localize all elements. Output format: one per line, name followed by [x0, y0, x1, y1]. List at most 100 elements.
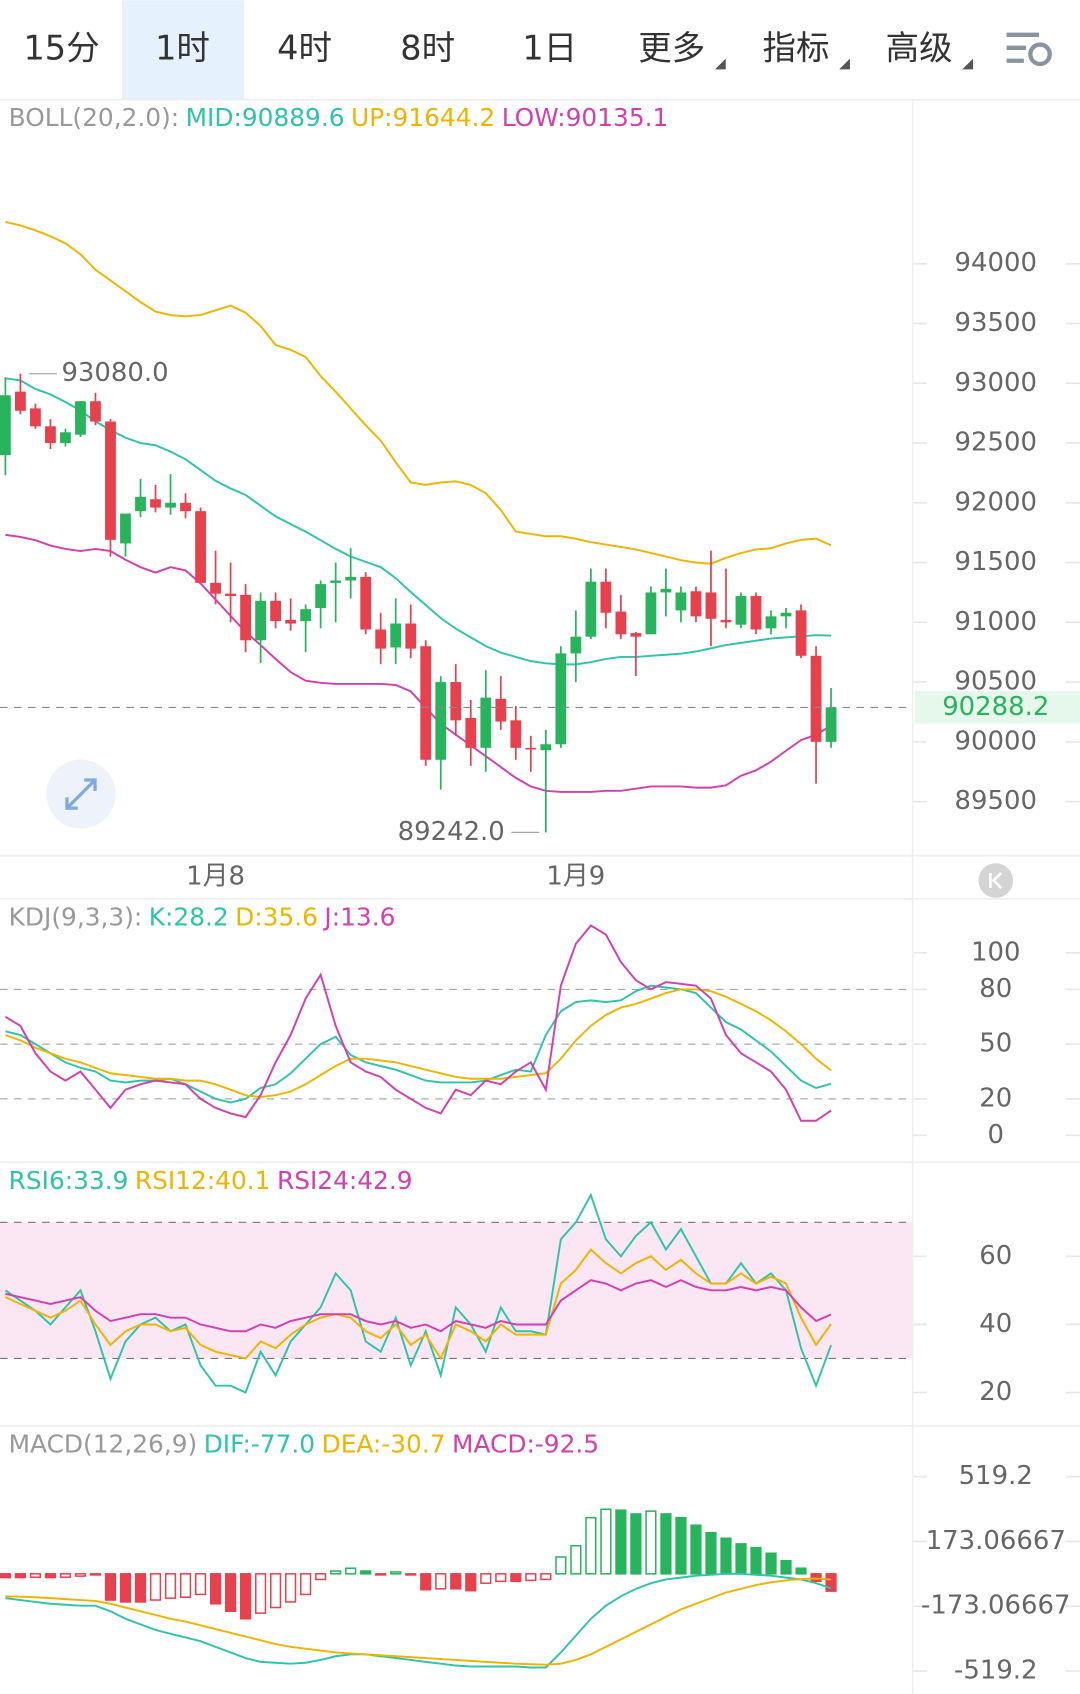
legend: MACD(12,26,9) DIF:-77.0 DEA:-30.7 MACD:-92.…	[9, 1429, 599, 1458]
macd-bar	[164, 1573, 177, 1599]
candle-body	[180, 502, 191, 512]
extreme-label: 93080.0	[61, 358, 168, 388]
tab-bar: 15分 1时 4时 8时 1日 更多 指标 高级	[24, 28, 953, 67]
candle-body	[630, 633, 642, 637]
macd-bar	[405, 1573, 417, 1576]
macd-bar	[675, 1516, 687, 1575]
macd-bar	[600, 1508, 612, 1575]
tab[interactable]: 更多	[638, 28, 705, 67]
macd-bar	[480, 1573, 492, 1584]
candle-body	[300, 609, 312, 622]
candle-body	[435, 682, 447, 760]
indicator-label: BOLL(20,2.0):	[9, 103, 180, 132]
macd-bar	[615, 1509, 627, 1575]
candle-body	[675, 592, 687, 611]
candle-body	[195, 511, 206, 583]
macd-bar	[315, 1573, 327, 1581]
y-tick-label: 40	[979, 1309, 1012, 1339]
candle-body	[210, 582, 221, 594]
x-tick-label: 1月9	[546, 862, 605, 892]
y-tick-label: 50	[979, 1029, 1012, 1059]
macd-bar	[690, 1524, 702, 1575]
macd-bar	[780, 1559, 792, 1575]
macd-bar	[360, 1570, 372, 1575]
tab[interactable]: 4时	[277, 28, 332, 67]
candle-body	[360, 576, 372, 630]
indicator-line	[5, 988, 832, 1098]
candle-body	[75, 401, 86, 435]
indicator-line	[5, 220, 832, 565]
tab[interactable]: 指标	[762, 28, 829, 67]
candle-body	[495, 698, 507, 722]
legend-entry: UP:91644.2	[351, 103, 495, 132]
macd-bar	[239, 1573, 252, 1620]
y-tick-label: 91000	[955, 607, 1037, 637]
tab[interactable]: 1时	[155, 28, 210, 67]
candle-body	[750, 596, 762, 630]
legend-entry: MACD:-92.5	[452, 1429, 599, 1458]
macd-bar	[720, 1537, 732, 1575]
candle-body	[15, 391, 26, 411]
tab[interactable]: 高级	[886, 28, 953, 67]
macd-bar	[119, 1573, 132, 1603]
dropdown-arrow	[962, 58, 974, 70]
macd-bar	[795, 1567, 807, 1575]
macd-bar	[630, 1513, 642, 1575]
selected-tab-bg	[122, 0, 245, 100]
macd-bar	[750, 1546, 762, 1575]
macd-bar	[134, 1573, 147, 1603]
tab[interactable]: 15分	[24, 28, 100, 67]
tab[interactable]: 1日	[522, 28, 577, 67]
y-tick-label: 20	[979, 1377, 1012, 1407]
legend-entry: RSI24:42.9	[277, 1166, 413, 1195]
candle-body	[255, 600, 267, 641]
candle-body	[525, 747, 537, 750]
legend: RSI6:33.9 RSI12:40.1 RSI24:42.9	[9, 1166, 413, 1195]
macd-bar	[525, 1573, 537, 1582]
expand-button[interactable]	[46, 759, 116, 829]
extreme-label: 89242.0	[398, 817, 505, 847]
candle-body	[660, 588, 672, 593]
legend: KDJ(9,3,3): K:28.2 D:35.6 J:13.6	[9, 902, 396, 931]
macd-bar	[269, 1573, 282, 1609]
macd-bar	[570, 1545, 582, 1575]
y-tick-label: 100	[971, 937, 1020, 967]
y-tick-label: 20	[979, 1083, 1012, 1113]
candle-body	[720, 619, 732, 623]
y-tick-label: 94000	[955, 248, 1037, 278]
legend-entry: RSI6:33.9	[9, 1166, 129, 1195]
candle-body	[120, 513, 131, 544]
candle-body	[285, 619, 297, 624]
y-tick-label: 89500	[955, 786, 1037, 816]
indicator-label: KDJ(9,3,3):	[9, 902, 143, 931]
candle-body	[810, 655, 822, 742]
indicator-line	[4, 1248, 832, 1361]
y-tick-label: 173.06667	[926, 1526, 1066, 1556]
candle-body	[420, 646, 432, 760]
macd-bar	[89, 1573, 102, 1576]
dropdown-arrow	[714, 58, 726, 70]
macd-bar	[14, 1573, 27, 1579]
macd-bar	[375, 1573, 387, 1576]
candle-body	[825, 707, 837, 742]
tab[interactable]: 8时	[400, 28, 455, 67]
scroll-to-start-button[interactable]	[978, 863, 1014, 898]
legend-entry: RSI12:40.1	[135, 1166, 271, 1195]
y-tick-label: 91500	[955, 547, 1037, 577]
macd-bar	[555, 1556, 567, 1575]
candle-body	[60, 432, 71, 444]
indicator-line	[5, 1279, 832, 1333]
settings-icon[interactable]	[1006, 32, 1052, 67]
y-tick-label: 92000	[955, 487, 1037, 517]
macd-bar	[74, 1573, 87, 1577]
legend-entry: LOW:90135.1	[502, 103, 669, 132]
macd-bar	[0, 1573, 12, 1579]
rsi-band	[0, 1222, 913, 1359]
candle-body	[555, 653, 567, 745]
candle-body	[225, 593, 236, 597]
candle-body	[345, 576, 357, 581]
macd-bar	[285, 1573, 297, 1603]
candle-body	[450, 682, 462, 721]
legend-entry: DEA:-30.7	[322, 1429, 446, 1458]
candle-body	[510, 720, 522, 748]
